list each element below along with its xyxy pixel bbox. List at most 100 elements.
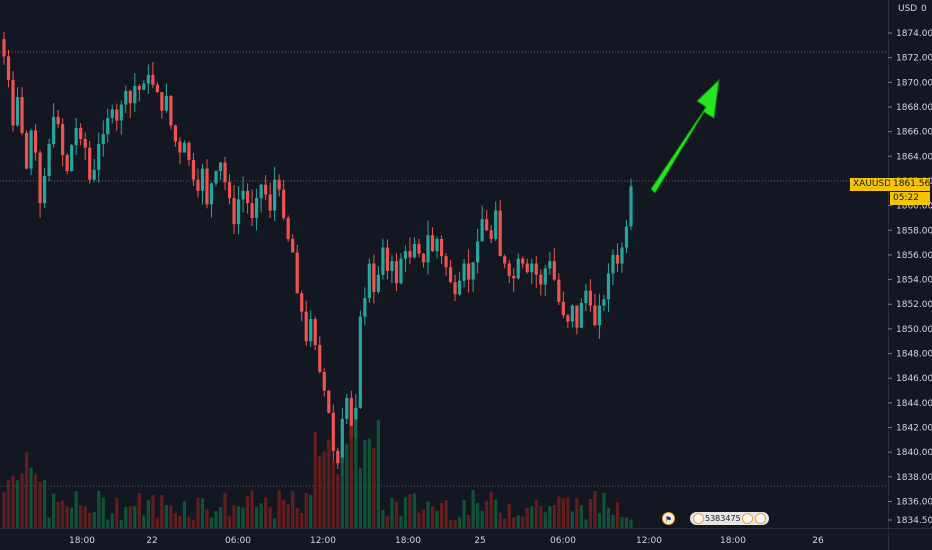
candle-body — [372, 263, 376, 292]
bullish-arrow-icon — [650, 78, 720, 194]
y-tick-label: 1844.00 — [896, 399, 932, 409]
volume-bar — [142, 515, 146, 528]
volume-bar — [79, 505, 83, 528]
volume-bar — [255, 506, 259, 528]
candle-body — [579, 303, 583, 328]
candle-body — [182, 142, 187, 153]
candle-body — [471, 262, 475, 280]
candle-body — [291, 238, 295, 253]
candle-body — [119, 104, 123, 121]
candle-body — [340, 418, 344, 464]
last-price-label: 1861.56 — [890, 178, 930, 191]
candle-body — [557, 279, 561, 302]
candle-body — [539, 274, 543, 285]
candle-body — [426, 235, 430, 263]
volume-bar — [480, 510, 484, 528]
candle-body — [489, 230, 493, 239]
event-group-markers[interactable]: 5383475 — [690, 512, 769, 525]
volume-bar — [439, 502, 444, 528]
volume-bar — [160, 495, 164, 528]
volume-bar — [218, 506, 223, 528]
volume-bar — [408, 494, 412, 528]
candle-body — [467, 263, 471, 280]
candle-body — [137, 86, 141, 90]
volume-bar — [268, 506, 272, 528]
event-flag-icon[interactable]: ⚑ — [662, 512, 675, 525]
candle-body — [444, 256, 448, 268]
candle-body — [61, 124, 65, 156]
candle-body — [403, 251, 408, 259]
candle-body — [629, 186, 633, 227]
volume-bar — [2, 491, 6, 528]
candle-body — [151, 74, 155, 85]
candle-body — [264, 184, 268, 195]
y-tick-label: 1864.00 — [896, 152, 932, 162]
candle-body — [273, 179, 277, 211]
volume-bar — [597, 513, 602, 528]
volume-bar — [151, 495, 155, 528]
volume-bar — [74, 491, 78, 528]
volume-bar — [602, 492, 606, 528]
volume-bar — [200, 498, 205, 528]
volume-bar — [534, 499, 538, 528]
volume-bar — [97, 490, 101, 528]
candle-body — [295, 252, 299, 294]
x-tick-label: 22 — [146, 536, 157, 546]
volume-bar — [453, 519, 457, 528]
candle-body — [476, 241, 480, 263]
volume-bar — [412, 493, 417, 528]
y-tick-label: 1850.00 — [896, 325, 932, 335]
volume-bar — [584, 519, 588, 528]
volume-bar — [196, 497, 200, 528]
candle-body — [286, 217, 290, 239]
candle-body — [593, 305, 597, 326]
scale-mark: 0 — [921, 4, 927, 14]
volume-bar — [525, 507, 529, 528]
candle-body — [611, 254, 615, 274]
candle-body — [615, 254, 620, 264]
volume-bar — [579, 505, 583, 528]
event-flag-icon[interactable] — [741, 513, 753, 524]
symbol-price-label: XAUUSD — [850, 178, 895, 191]
candle-body — [327, 390, 331, 413]
volume-bar — [178, 515, 182, 528]
x-tick-label: 12:00 — [636, 536, 662, 546]
volume-bar — [245, 496, 250, 528]
candle-body — [512, 275, 516, 279]
currency-label[interactable]: USD — [898, 4, 918, 14]
candle-body — [309, 319, 313, 342]
volume-bar — [24, 452, 29, 528]
candle-body — [52, 116, 56, 144]
candle-body — [412, 243, 417, 258]
candle-body — [534, 263, 538, 275]
candle-body — [88, 147, 92, 180]
candle-body — [300, 293, 304, 312]
candle-body — [336, 450, 340, 464]
event-flag-icon[interactable] — [754, 513, 766, 524]
x-tick-label: 06:00 — [225, 536, 251, 546]
volume-bar — [593, 491, 597, 528]
candle-body — [33, 130, 38, 153]
candle-body — [439, 238, 444, 257]
volume-bar — [304, 492, 308, 528]
candle-body — [331, 412, 335, 451]
volume-bar — [15, 480, 20, 528]
x-tick-label: 18:00 — [395, 536, 421, 546]
candle-body — [597, 305, 602, 326]
volume-bar — [457, 517, 462, 528]
volume-bar — [620, 517, 624, 528]
volume-bar — [417, 512, 421, 528]
volume-bar — [128, 506, 132, 528]
candle-body — [381, 247, 385, 275]
event-markers[interactable]: ⚑ — [662, 512, 675, 526]
event-flag-icon[interactable] — [693, 513, 704, 524]
volume-bar — [539, 506, 543, 528]
candle-body — [588, 290, 593, 306]
candle-body — [20, 97, 24, 133]
y-tick-label: 1852.00 — [896, 300, 932, 310]
y-tick-label: 1840.00 — [896, 448, 932, 458]
candle-body — [358, 316, 362, 408]
y-tick-label: 1842.00 — [896, 424, 932, 434]
volume-bar — [300, 513, 304, 528]
